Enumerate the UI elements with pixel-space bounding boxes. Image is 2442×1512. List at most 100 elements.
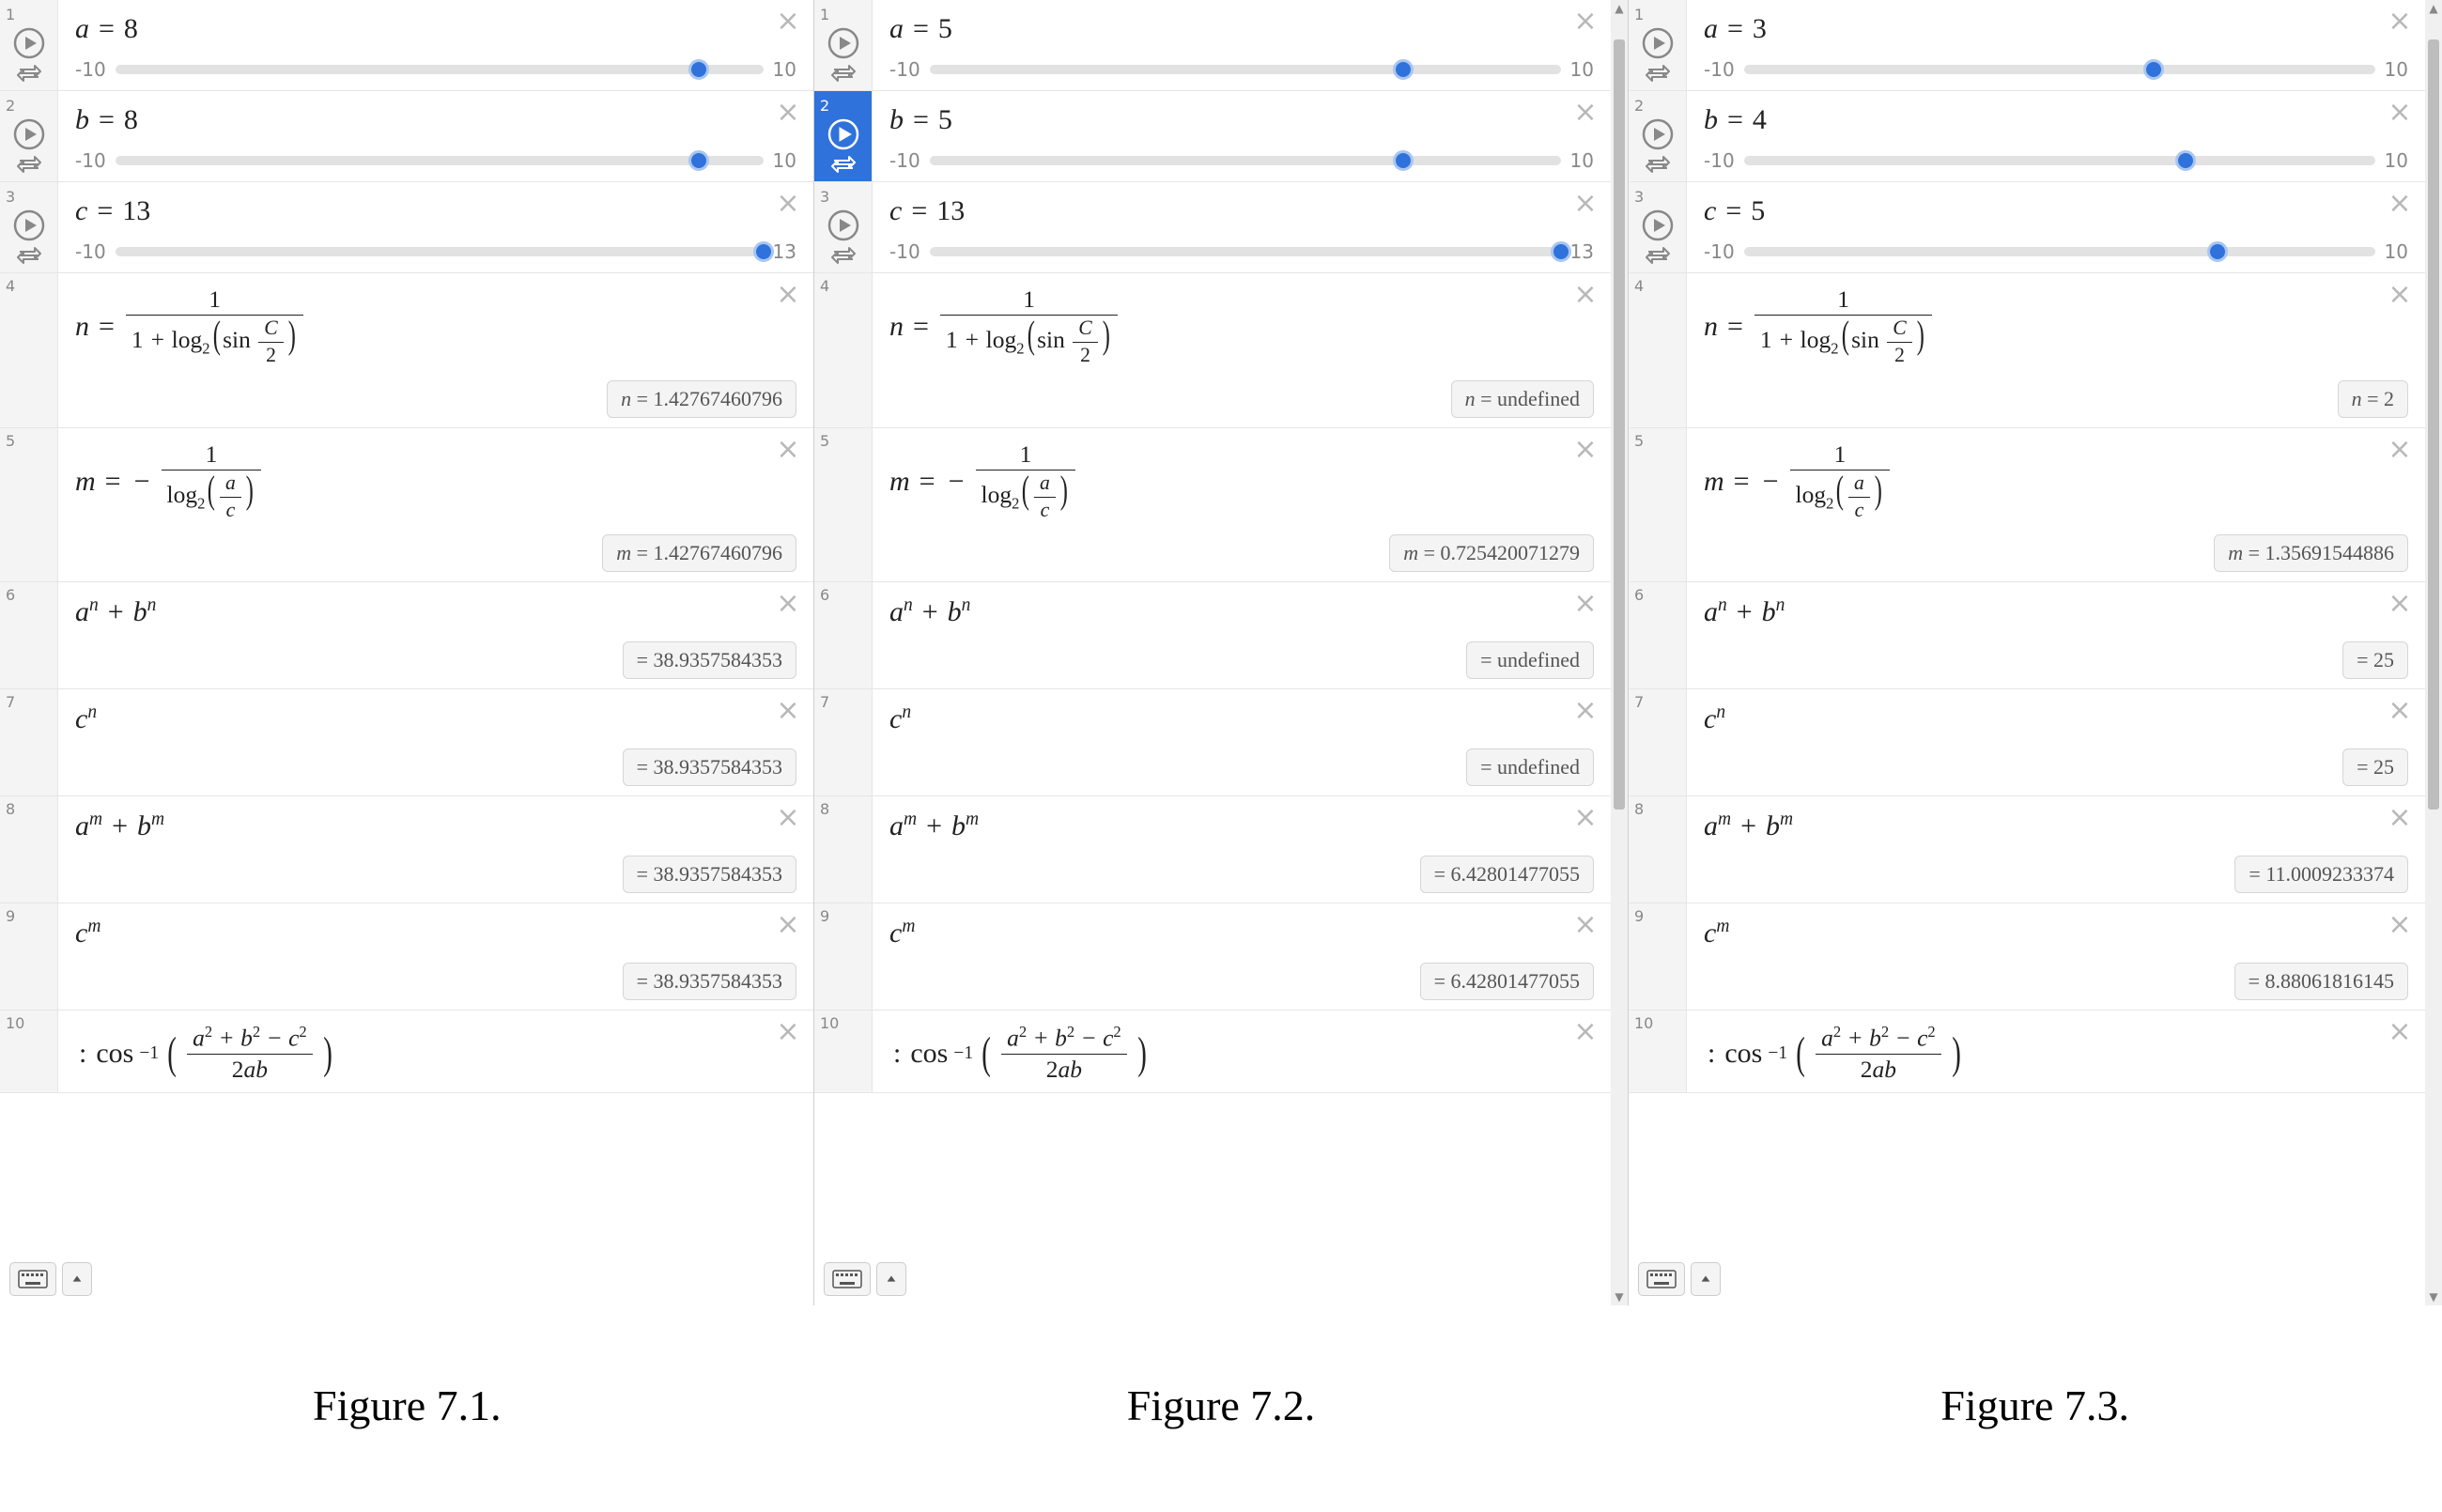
math-expression[interactable]: cn bbox=[75, 702, 796, 735]
close-icon[interactable]: × bbox=[776, 592, 800, 616]
slider-min[interactable]: -10 bbox=[889, 58, 920, 81]
close-icon[interactable]: × bbox=[2388, 283, 2412, 307]
close-icon[interactable]: × bbox=[2388, 806, 2412, 830]
slider-equation[interactable]: a = 3 bbox=[1704, 13, 2408, 45]
close-icon[interactable]: × bbox=[1573, 806, 1598, 830]
close-icon[interactable]: × bbox=[776, 438, 800, 462]
math-expression[interactable]: : cos−1(a2 + b2 − c22ab) bbox=[75, 1024, 796, 1083]
slider[interactable]: -10 10 bbox=[889, 144, 1594, 172]
slider-equation[interactable]: c = 13 bbox=[75, 195, 796, 227]
math-expression[interactable]: m=−1log2(ac) bbox=[1704, 441, 2408, 522]
math-expression[interactable]: : cos−1(a2 + b2 − c22ab) bbox=[889, 1024, 1594, 1083]
math-expression[interactable]: an+bn bbox=[75, 595, 796, 628]
slider-track[interactable] bbox=[930, 156, 1561, 165]
loop-icon[interactable] bbox=[1645, 155, 1671, 174]
slider-min[interactable]: -10 bbox=[75, 149, 106, 172]
close-icon[interactable]: × bbox=[2388, 438, 2412, 462]
close-icon[interactable]: × bbox=[776, 283, 800, 307]
close-icon[interactable]: × bbox=[1573, 283, 1598, 307]
keyboard-button[interactable] bbox=[9, 1262, 56, 1296]
slider-thumb[interactable] bbox=[1393, 150, 1414, 171]
slider-equation[interactable]: c = 13 bbox=[889, 195, 1594, 227]
slider-max[interactable]: 10 bbox=[773, 149, 796, 172]
play-icon[interactable] bbox=[1641, 208, 1675, 242]
math-expression[interactable]: cm bbox=[1704, 917, 2408, 949]
math-expression[interactable]: an+bn bbox=[1704, 595, 2408, 628]
loop-icon[interactable] bbox=[1645, 246, 1671, 265]
slider-max[interactable]: 10 bbox=[2385, 58, 2408, 81]
close-icon[interactable]: × bbox=[2388, 913, 2412, 937]
loop-icon[interactable] bbox=[830, 64, 857, 83]
close-icon[interactable]: × bbox=[776, 192, 800, 216]
scrollbar[interactable]: ▲ ▼ bbox=[2425, 0, 2442, 1305]
math-expression[interactable]: an+bn bbox=[889, 595, 1594, 628]
close-icon[interactable]: × bbox=[2388, 100, 2412, 125]
math-expression[interactable]: n=11 + log2(sin C2) bbox=[1704, 286, 2408, 367]
slider-equation[interactable]: a = 5 bbox=[889, 13, 1594, 45]
slider-thumb[interactable] bbox=[753, 241, 774, 262]
slider-track[interactable] bbox=[116, 65, 764, 74]
slider[interactable]: -10 10 bbox=[1704, 235, 2408, 263]
close-icon[interactable]: × bbox=[776, 100, 800, 125]
close-icon[interactable]: × bbox=[776, 913, 800, 937]
math-expression[interactable]: cn bbox=[1704, 702, 2408, 735]
slider[interactable]: -10 10 bbox=[889, 53, 1594, 81]
close-icon[interactable]: × bbox=[1573, 192, 1598, 216]
scroll-down-icon[interactable]: ▼ bbox=[1611, 1288, 1628, 1305]
slider[interactable]: -10 13 bbox=[889, 235, 1594, 263]
math-expression[interactable]: n=11 + log2(sin C2) bbox=[75, 286, 796, 367]
math-expression[interactable]: am+bm bbox=[75, 810, 796, 842]
slider-equation[interactable]: b = 8 bbox=[75, 104, 796, 136]
math-expression[interactable]: cm bbox=[75, 917, 796, 949]
slider-track[interactable] bbox=[1744, 65, 2375, 74]
slider-thumb[interactable] bbox=[2175, 150, 2196, 171]
keyboard-button[interactable] bbox=[1638, 1262, 1685, 1296]
slider-min[interactable]: -10 bbox=[1704, 149, 1735, 172]
math-expression[interactable]: m=−1log2(ac) bbox=[75, 441, 796, 522]
slider[interactable]: -10 10 bbox=[1704, 144, 2408, 172]
close-icon[interactable]: × bbox=[776, 1020, 800, 1044]
close-icon[interactable]: × bbox=[1573, 100, 1598, 125]
slider-max[interactable]: 13 bbox=[773, 240, 796, 263]
close-icon[interactable]: × bbox=[2388, 1020, 2412, 1044]
close-icon[interactable]: × bbox=[1573, 438, 1598, 462]
slider-min[interactable]: -10 bbox=[75, 58, 106, 81]
scroll-up-icon[interactable]: ▲ bbox=[2425, 0, 2442, 17]
slider-max[interactable]: 10 bbox=[2385, 240, 2408, 263]
close-icon[interactable]: × bbox=[2388, 192, 2412, 216]
slider-min[interactable]: -10 bbox=[75, 240, 106, 263]
slider-track[interactable] bbox=[930, 65, 1561, 74]
slider-track[interactable] bbox=[1744, 156, 2375, 165]
math-expression[interactable]: m=−1log2(ac) bbox=[889, 441, 1594, 522]
slider-thumb[interactable] bbox=[2207, 241, 2228, 262]
slider-thumb[interactable] bbox=[1393, 59, 1414, 80]
play-icon[interactable] bbox=[12, 26, 46, 60]
math-expression[interactable]: n=11 + log2(sin C2) bbox=[889, 286, 1594, 367]
slider-min[interactable]: -10 bbox=[1704, 58, 1735, 81]
play-icon[interactable] bbox=[827, 208, 860, 242]
close-icon[interactable]: × bbox=[1573, 1020, 1598, 1044]
slider-track[interactable] bbox=[1744, 247, 2375, 256]
collapse-button[interactable] bbox=[62, 1262, 92, 1296]
slider[interactable]: -10 13 bbox=[75, 235, 796, 263]
slider-max[interactable]: 10 bbox=[2385, 149, 2408, 172]
play-icon[interactable] bbox=[1641, 26, 1675, 60]
slider-thumb[interactable] bbox=[1551, 241, 1571, 262]
scroll-thumb[interactable] bbox=[2428, 39, 2439, 810]
slider[interactable]: -10 10 bbox=[1704, 53, 2408, 81]
loop-icon[interactable] bbox=[16, 246, 42, 265]
slider-equation[interactable]: b = 5 bbox=[889, 104, 1594, 136]
slider-max[interactable]: 10 bbox=[773, 58, 796, 81]
scrollbar[interactable]: ▲ ▼ bbox=[1611, 0, 1628, 1305]
close-icon[interactable]: × bbox=[776, 806, 800, 830]
loop-icon[interactable] bbox=[830, 246, 857, 265]
loop-icon[interactable] bbox=[830, 155, 857, 174]
scroll-thumb[interactable] bbox=[1614, 39, 1625, 810]
close-icon[interactable]: × bbox=[2388, 699, 2412, 723]
loop-icon[interactable] bbox=[1645, 64, 1671, 83]
play-icon[interactable] bbox=[1641, 117, 1675, 151]
slider-min[interactable]: -10 bbox=[889, 240, 920, 263]
play-icon[interactable] bbox=[12, 117, 46, 151]
close-icon[interactable]: × bbox=[776, 699, 800, 723]
slider-min[interactable]: -10 bbox=[889, 149, 920, 172]
